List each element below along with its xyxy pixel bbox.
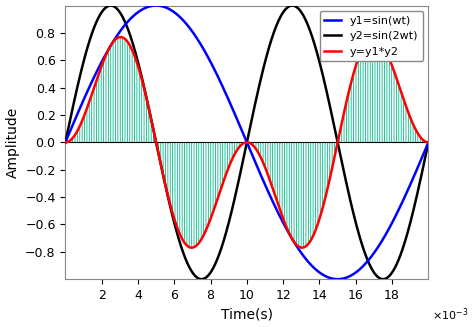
y2=sin(2wt) [415, 188, 421, 192]
Legend: y1=sin(wt), y2=sin(2wt), y=y1*y2: y1=sin(wt), y2=sin(2wt), y=y1*y2 [320, 11, 423, 61]
y1=sin(wt) [415, 164, 421, 168]
y1=sin(wt) [229, 107, 235, 111]
y=y1*y2 [426, 140, 431, 144]
y2=sin(2wt) [229, 206, 235, 210]
y=y1*y2 [239, 142, 245, 146]
y1=sin(wt) [239, 129, 245, 133]
y=y1*y2 [415, 132, 421, 136]
y1=sin(wt) [335, 277, 340, 281]
y=y1*y2 [63, 140, 68, 144]
y1=sin(wt) [415, 165, 421, 169]
X-axis label: Time(s): Time(s) [221, 307, 273, 321]
y=y1*y2 [349, 79, 355, 83]
y2=sin(2wt) [239, 163, 245, 167]
y1=sin(wt) [63, 140, 68, 144]
Y-axis label: Amplitude: Amplitude [6, 107, 19, 178]
y=y1*y2 [230, 156, 236, 160]
y=y1*y2 [81, 114, 87, 118]
Line: y=y1*y2: y=y1*y2 [65, 37, 428, 248]
y1=sin(wt) [426, 140, 431, 144]
y2=sin(2wt) [81, 59, 87, 62]
y2=sin(2wt) [380, 277, 386, 281]
y2=sin(2wt) [63, 140, 68, 144]
Text: $\times10^{-3}$: $\times10^{-3}$ [432, 306, 468, 323]
y2=sin(2wt) [426, 140, 431, 144]
Line: y2=sin(2wt): y2=sin(2wt) [65, 6, 428, 279]
y=y1*y2 [415, 132, 421, 136]
y2=sin(2wt) [108, 4, 114, 8]
y2=sin(2wt) [348, 203, 354, 207]
y=y1*y2 [189, 246, 195, 250]
Line: y1=sin(wt): y1=sin(wt) [65, 6, 428, 279]
y2=sin(2wt) [415, 188, 421, 192]
y=y1*y2 [118, 35, 123, 39]
y1=sin(wt) [349, 273, 355, 277]
y1=sin(wt) [81, 97, 87, 101]
y1=sin(wt) [153, 4, 159, 8]
